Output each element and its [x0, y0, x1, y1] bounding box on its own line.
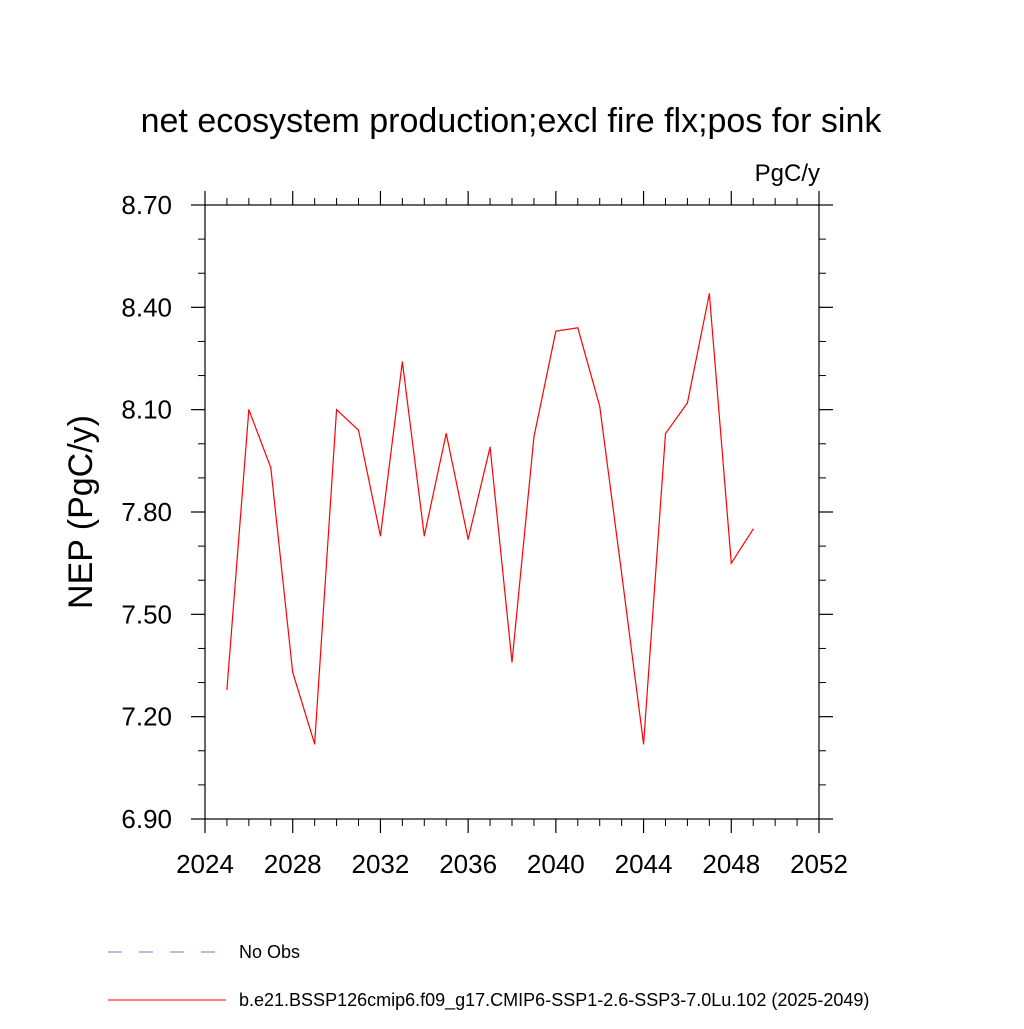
- units-label: PgC/y: [755, 160, 820, 187]
- y-tick-label: 8.40: [121, 292, 172, 322]
- data-point: [686, 402, 689, 404]
- y-tick-label: 7.20: [121, 702, 172, 732]
- data-point: [555, 330, 557, 332]
- data-point: [708, 293, 710, 295]
- x-tick-label: 2040: [527, 849, 585, 879]
- data-point: [445, 432, 447, 435]
- legend: No Obs b.e21.BSSP126cmip6.f09_g17.CMIP6-S…: [108, 942, 869, 1011]
- data-point: [577, 327, 579, 329]
- series-line: [226, 293, 754, 745]
- x-tick-label: 2048: [702, 849, 760, 879]
- y-tick-label: 7.50: [121, 599, 172, 629]
- data-point: [379, 535, 382, 537]
- y-tick-label: 8.70: [121, 190, 172, 220]
- data-point: [511, 661, 513, 663]
- data-point: [467, 538, 469, 540]
- plot-frame: [204, 204, 820, 820]
- y-tick-label: 8.10: [121, 395, 172, 425]
- y-axis-title: NEP (PgC/y): [62, 415, 100, 609]
- data-point: [752, 528, 754, 530]
- data-point: [292, 671, 294, 673]
- data-point: [423, 535, 425, 537]
- data-point: [335, 409, 338, 411]
- y-tick-label: 7.80: [121, 497, 172, 527]
- x-tick-label: 2052: [790, 849, 848, 879]
- x-tick-label: 2036: [439, 849, 497, 879]
- data-point: [489, 446, 491, 448]
- data-point: [664, 432, 667, 435]
- data-point: [621, 572, 623, 575]
- x-tick-label: 2028: [264, 849, 322, 879]
- data-point: [599, 405, 601, 407]
- y-tick-label: 6.90: [121, 804, 172, 834]
- chart-title: net ecosystem production;excl fire flx;p…: [141, 102, 883, 140]
- data-point: [401, 361, 403, 363]
- axis-ticks: 2024 2028 2032 2036 2040 2044 2048 2052 6.90 7.20…: [121, 190, 848, 879]
- data-point: [533, 436, 535, 438]
- data-point: [357, 429, 360, 431]
- x-tick-label: 2044: [615, 849, 673, 879]
- legend-label: No Obs: [239, 942, 300, 962]
- legend-label: b.e21.BSSP126cmip6.f09_g17.CMIP6-SSP1-2.…: [239, 990, 869, 1011]
- x-tick-label: 2032: [352, 849, 410, 879]
- data-point: [248, 409, 250, 411]
- series-layer: [226, 293, 754, 745]
- x-tick-label: 2024: [176, 849, 234, 879]
- data-point: [226, 688, 228, 690]
- data-point: [642, 743, 645, 745]
- data-point: [314, 743, 316, 745]
- data-point: [730, 562, 732, 564]
- data-point: [270, 467, 272, 469]
